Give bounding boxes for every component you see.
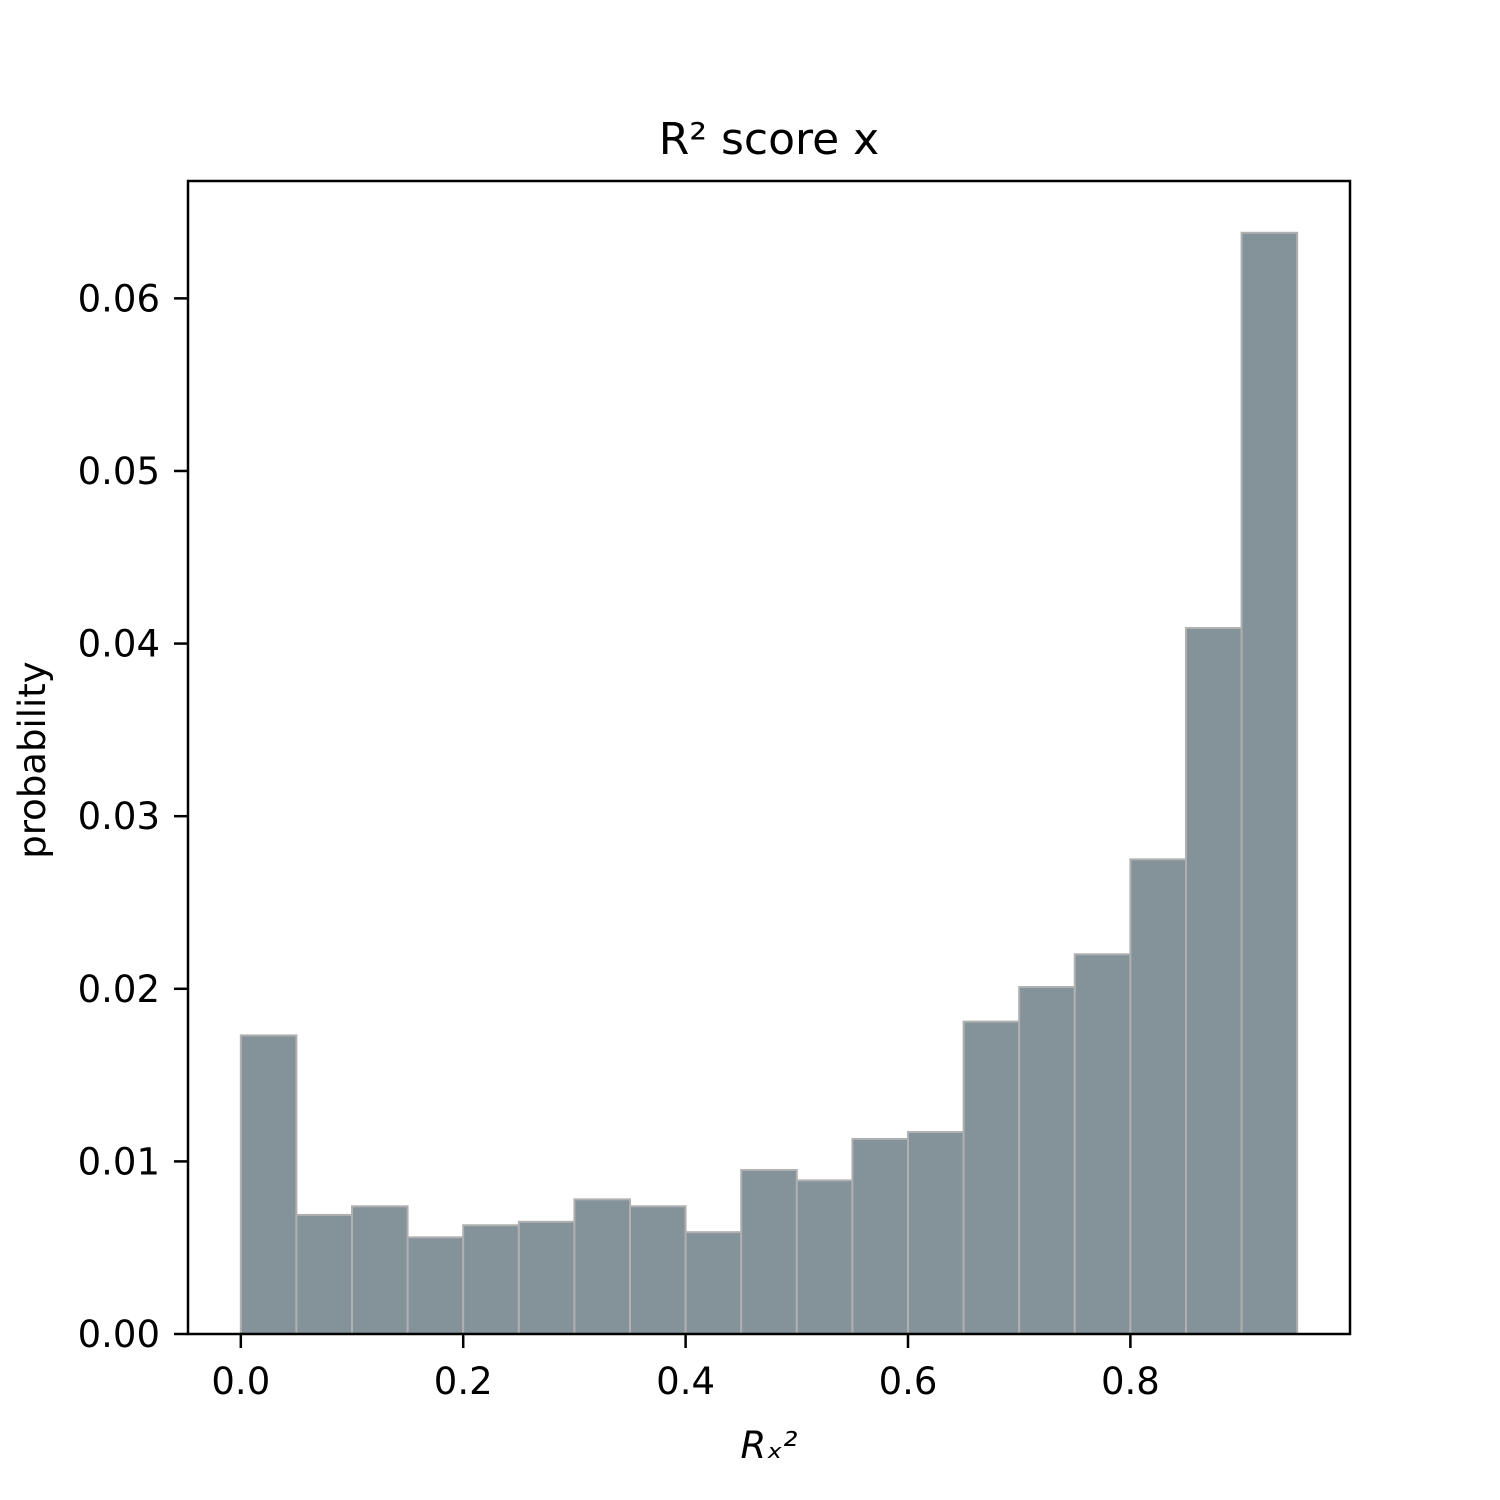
plot-frame [186, 179, 1352, 1336]
y-tick-label: 0.05 [78, 450, 160, 493]
bar [795, 1179, 854, 1335]
bar [1129, 858, 1187, 1336]
bar [462, 1224, 520, 1336]
y-tick-label: 0.02 [78, 968, 160, 1011]
bar [906, 1131, 965, 1335]
y-tick-label: 0.01 [78, 1140, 160, 1183]
chart-title: R² score x [659, 114, 879, 165]
y-tick-label: 0.04 [78, 623, 160, 666]
x-axis-label: Rₓ² [741, 1424, 798, 1467]
x-tick-label: 0.8 [1101, 1360, 1160, 1403]
x-tick-label: 0.2 [434, 1360, 493, 1403]
y-axis-label: probability [11, 661, 54, 858]
bar [406, 1236, 465, 1335]
bar [851, 1137, 909, 1335]
x-tick-label: 0.0 [211, 1360, 270, 1403]
y-tick-label: 0.06 [78, 277, 160, 320]
x-tick-label: 0.4 [656, 1360, 715, 1403]
bar [740, 1169, 798, 1335]
bar [1018, 986, 1076, 1336]
bar [517, 1220, 576, 1335]
bar [962, 1020, 1021, 1335]
bar [1184, 627, 1243, 1335]
bar [295, 1213, 354, 1336]
bar [351, 1205, 409, 1336]
bar [239, 1034, 298, 1335]
bar [573, 1198, 632, 1336]
y-tick-label: 0.03 [78, 795, 160, 838]
y-tick-label: 0.00 [78, 1313, 160, 1356]
bar [629, 1205, 687, 1336]
bar [684, 1231, 743, 1336]
x-tick-label: 0.6 [879, 1360, 938, 1403]
bar [1240, 231, 1299, 1335]
bar [1073, 953, 1132, 1335]
